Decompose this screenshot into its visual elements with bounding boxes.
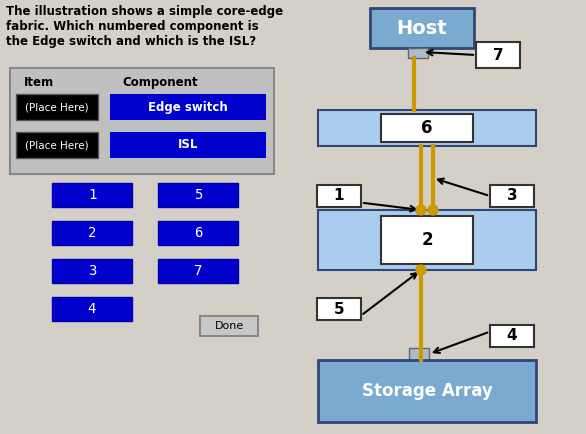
Text: Edge switch: Edge switch [148,101,228,114]
Bar [490,325,534,347]
Bar [381,216,473,264]
Bar [10,68,274,174]
Text: 7: 7 [493,47,503,62]
Text: 3: 3 [507,188,517,204]
Text: Done: Done [214,321,244,331]
Bar [110,132,266,158]
Text: ISL: ISL [178,138,198,151]
Text: (Place Here): (Place Here) [25,102,89,112]
Text: 1: 1 [88,188,96,202]
Bar [158,259,238,283]
Bar [200,316,258,336]
Bar [318,210,536,270]
Text: 3: 3 [88,264,96,278]
Text: The illustration shows a simple core-edge
fabric. Which numbered component is
th: The illustration shows a simple core-edg… [6,5,283,48]
Bar [476,42,520,68]
Text: 5: 5 [194,188,202,202]
Bar [370,8,474,48]
Circle shape [416,265,426,275]
Bar [52,297,132,321]
Bar [52,183,132,207]
Bar [490,185,534,207]
Text: 2: 2 [88,226,96,240]
Text: Item: Item [24,76,54,89]
Circle shape [428,205,438,215]
Text: (Place Here): (Place Here) [25,140,89,150]
Text: 4: 4 [507,329,517,343]
Bar [16,132,98,158]
Bar [52,221,132,245]
Bar [158,183,238,207]
Bar [158,221,238,245]
Text: 6: 6 [421,119,432,137]
Bar [408,48,428,58]
Text: 7: 7 [194,264,202,278]
Text: Component: Component [122,76,197,89]
Bar [318,360,536,422]
Text: 2: 2 [421,231,433,249]
Bar [317,185,361,207]
Bar [381,114,473,142]
Bar [110,94,266,120]
Bar [16,94,98,120]
Bar [318,110,536,146]
Text: Storage Array: Storage Array [362,382,492,400]
Text: 1: 1 [334,188,344,204]
Bar [409,348,429,360]
Text: 6: 6 [194,226,202,240]
Text: 4: 4 [88,302,96,316]
Text: 5: 5 [333,302,345,316]
Circle shape [416,205,426,215]
Text: Host: Host [397,19,447,37]
Bar [52,259,132,283]
Bar [317,298,361,320]
